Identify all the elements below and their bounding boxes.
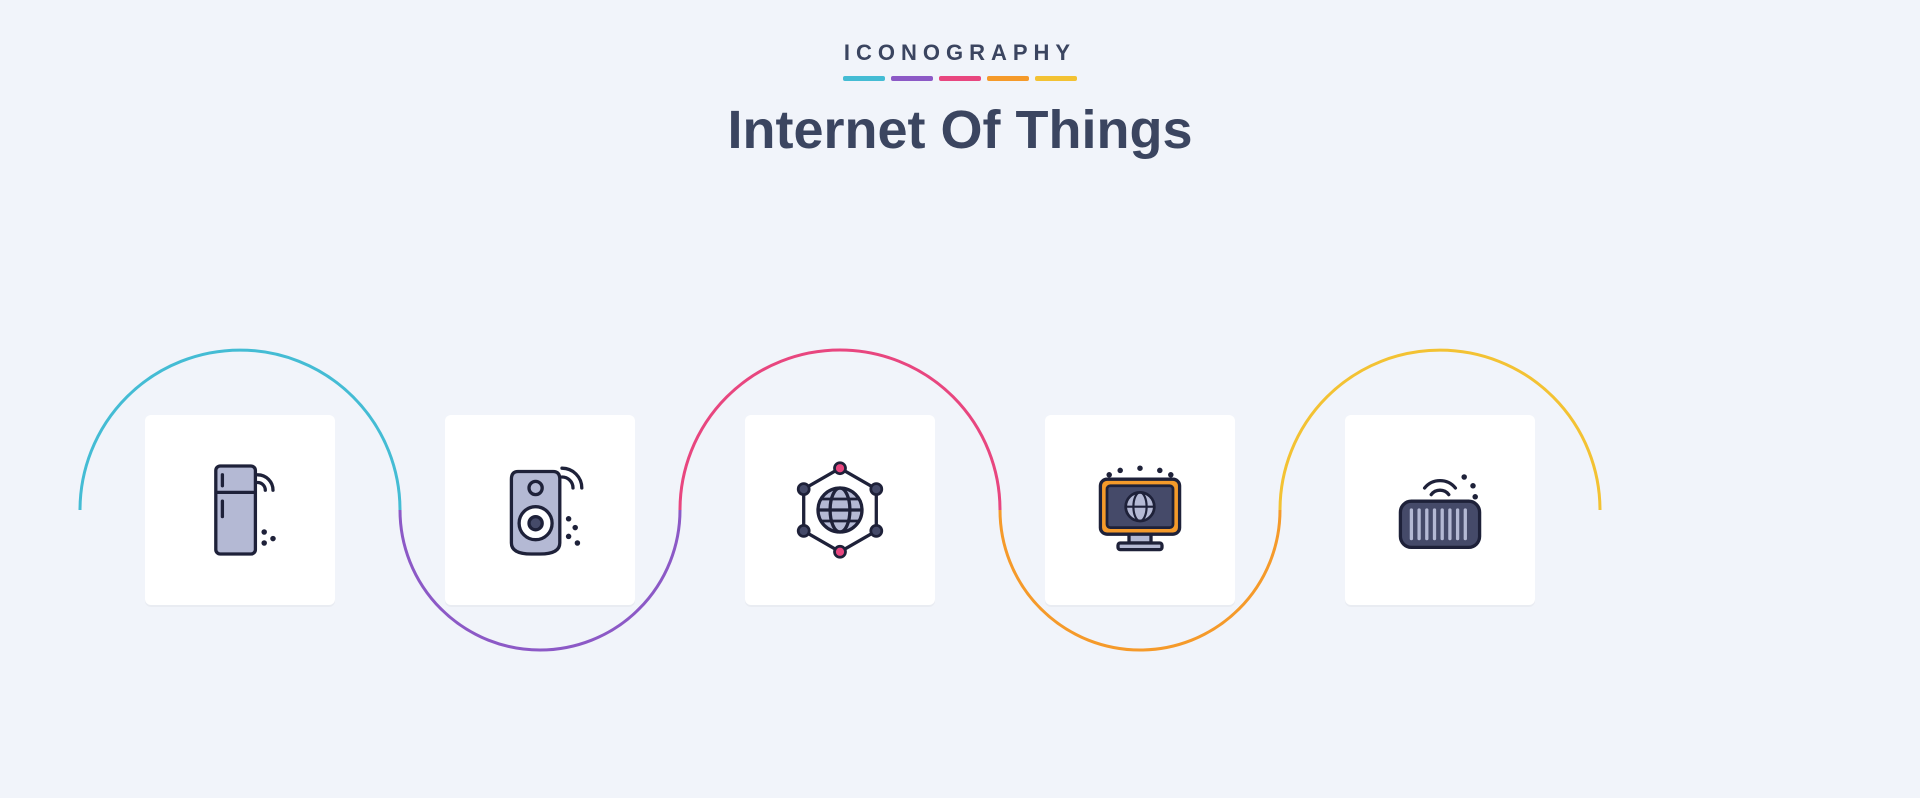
header-eyebrow: ICONOGRAPHY	[0, 40, 1920, 66]
accent-bar	[939, 76, 981, 81]
smart-fridge-icon	[185, 455, 295, 565]
icon-card	[1345, 415, 1535, 605]
icon-card	[1045, 415, 1235, 605]
icon-card	[145, 415, 335, 605]
smart-speaker-icon	[485, 455, 595, 565]
accent-bar	[891, 76, 933, 81]
icon-stage	[0, 260, 1920, 760]
accent-bar	[843, 76, 885, 81]
header-title: Internet Of Things	[0, 99, 1920, 161]
smart-heater-icon	[1385, 455, 1495, 565]
web-monitor-icon	[1085, 455, 1195, 565]
icon-card	[445, 415, 635, 605]
header: ICONOGRAPHY Internet Of Things	[0, 0, 1920, 161]
header-accent-bars	[0, 76, 1920, 81]
icon-card	[745, 415, 935, 605]
accent-bar	[1035, 76, 1077, 81]
accent-bar	[987, 76, 1029, 81]
global-network-icon	[785, 455, 895, 565]
